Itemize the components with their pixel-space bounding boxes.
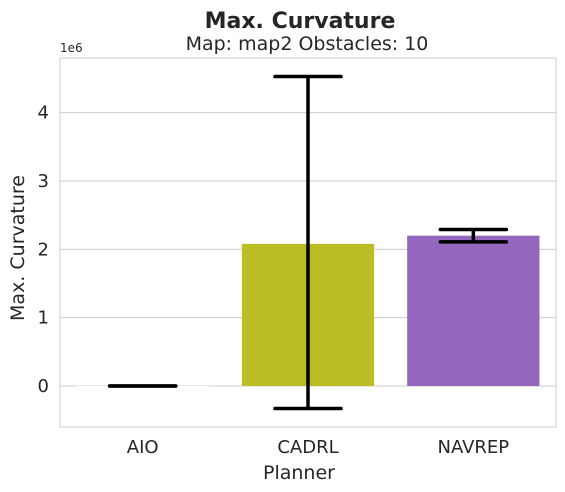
chart-title: Max. Curvature [205,9,396,34]
y-scale-offset: 1e6 [60,41,83,55]
y-axis-label: Max. Curvature [7,175,29,321]
chart-subtitle: Map: map2 Obstacles: 10 [186,33,429,55]
bar-navrep [407,235,540,386]
x-tick-label: CADRL [277,437,338,458]
error-bars [107,74,509,411]
y-tick-labels: 0 1 2 3 4 [38,103,49,397]
y-tick-label: 3 [38,171,49,192]
x-tick-labels: AIO CADRL NAVREP [127,437,510,458]
y-tick-label: 1 [38,308,49,329]
x-tick-label: NAVREP [437,437,509,458]
x-tick-label: AIO [127,437,159,458]
y-tick-label: 4 [38,103,49,124]
y-tick-label: 0 [38,376,49,397]
x-axis-label: Planner [263,462,335,484]
y-tick-label: 2 [38,239,49,260]
plot-area [59,57,557,428]
